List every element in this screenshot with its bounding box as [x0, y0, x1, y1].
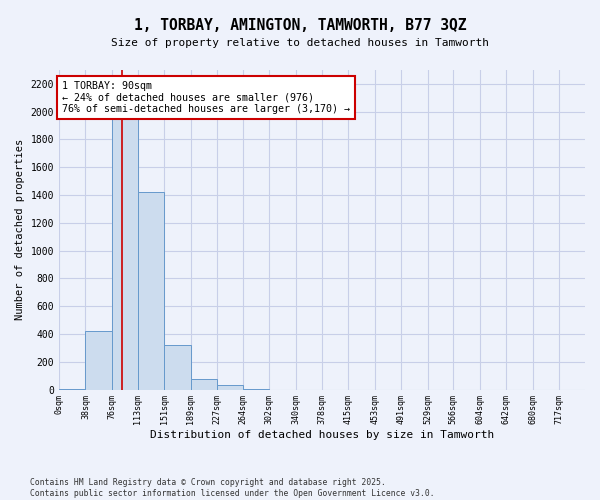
Bar: [59, 389, 85, 390]
Text: 1 TORBAY: 90sqm
← 24% of detached houses are smaller (976)
76% of semi-detached : 1 TORBAY: 90sqm ← 24% of detached houses…: [62, 81, 350, 114]
Text: 1, TORBAY, AMINGTON, TAMWORTH, B77 3QZ: 1, TORBAY, AMINGTON, TAMWORTH, B77 3QZ: [134, 18, 466, 32]
Bar: [85, 331, 112, 390]
Bar: [137, 192, 164, 390]
Bar: [164, 345, 191, 390]
Y-axis label: Number of detached properties: Number of detached properties: [15, 139, 25, 320]
Bar: [191, 379, 217, 390]
X-axis label: Distribution of detached houses by size in Tamworth: Distribution of detached houses by size …: [150, 430, 494, 440]
Text: Size of property relative to detached houses in Tamworth: Size of property relative to detached ho…: [111, 38, 489, 48]
Bar: [112, 98, 137, 390]
Bar: [217, 386, 243, 390]
Bar: [243, 389, 269, 390]
Text: Contains HM Land Registry data © Crown copyright and database right 2025.
Contai: Contains HM Land Registry data © Crown c…: [30, 478, 434, 498]
